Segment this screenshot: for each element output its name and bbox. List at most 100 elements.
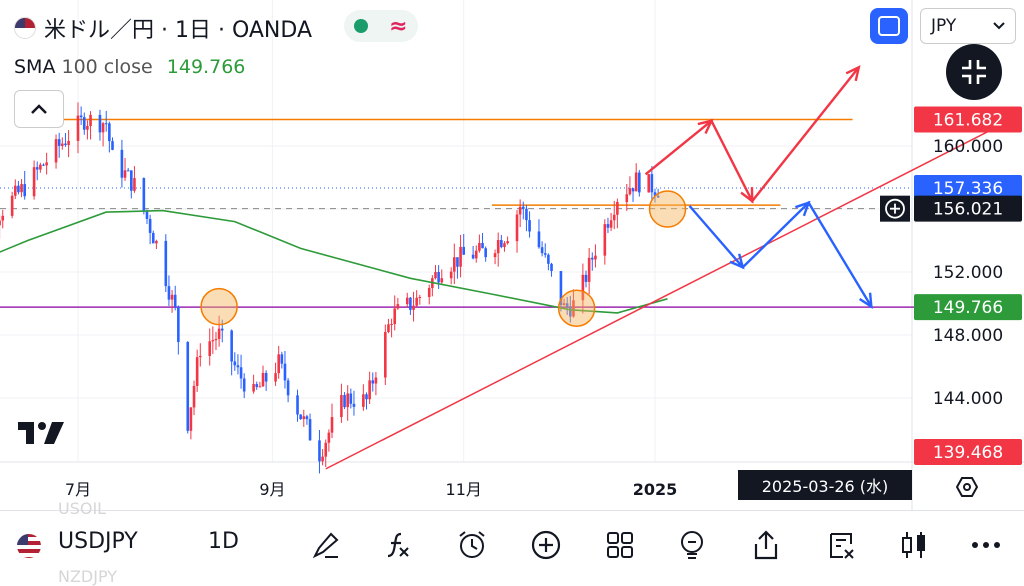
candle-body	[67, 140, 70, 145]
axis-price-badge	[914, 439, 1022, 465]
candle-body	[286, 380, 290, 396]
candle-body	[230, 330, 233, 362]
crosshair-add-plus	[890, 203, 900, 214]
market-status[interactable]: ≈	[344, 10, 418, 42]
layout-button[interactable]	[600, 525, 640, 565]
exit-fullscreen-button[interactable]	[946, 44, 1002, 100]
candle-body	[32, 167, 36, 197]
frame-icon	[878, 16, 900, 36]
candle-body	[412, 305, 415, 310]
candle-body	[186, 342, 190, 431]
candle-body	[17, 185, 20, 193]
candle-body	[496, 240, 500, 254]
grid-icon	[607, 532, 633, 558]
candle-body	[252, 384, 255, 392]
chevron-up-icon	[31, 104, 47, 114]
candle-body	[590, 257, 594, 260]
indicators-button[interactable]	[378, 525, 418, 565]
candle-body	[258, 386, 262, 388]
axis-price-badge	[914, 294, 1022, 321]
currency-value: JPY	[931, 16, 957, 36]
candle-body	[308, 419, 312, 441]
alert-button[interactable]	[452, 525, 492, 565]
candle-body	[1, 215, 5, 221]
candle-body	[264, 372, 268, 382]
candle-body	[606, 224, 610, 228]
candle-body	[173, 294, 177, 307]
scenario-down-arrow-head	[795, 200, 811, 217]
axis-price-label: 161.682	[933, 111, 1003, 131]
add-button[interactable]	[526, 525, 566, 565]
scenario-up-arrow-head	[845, 65, 861, 82]
interval-button[interactable]: 1D	[208, 529, 239, 554]
candle-body	[324, 442, 328, 457]
candle-body	[217, 328, 221, 339]
candle-body	[396, 304, 400, 309]
axis-price-label: 156.021	[933, 200, 1003, 220]
ideas-button[interactable]	[672, 525, 712, 565]
candle-body	[547, 254, 550, 264]
candle-body	[151, 232, 155, 244]
candle-body	[518, 206, 522, 215]
candle-body	[393, 308, 397, 325]
ghost-symbol-below: NZDJPY	[58, 567, 118, 586]
price-tick-label: 144.000	[933, 389, 1003, 409]
candle-body	[515, 214, 519, 242]
chart-settings-icon[interactable]	[955, 476, 979, 503]
us-flag-icon	[14, 17, 36, 39]
candle-body	[133, 178, 136, 191]
time-tick-label: 7月	[65, 480, 91, 499]
symbol-button[interactable]: USDJPY	[58, 529, 138, 554]
more-button[interactable]	[966, 525, 1006, 565]
draw-button[interactable]	[306, 525, 346, 565]
candle-body	[145, 210, 149, 219]
candle-body	[415, 297, 418, 306]
ghost-symbol-above: USOIL	[58, 499, 107, 518]
currency-select[interactable]: JPY	[920, 8, 1016, 44]
candle-body	[64, 143, 67, 145]
candles-icon	[902, 532, 925, 558]
candle-body	[189, 407, 193, 431]
candle-body	[474, 250, 478, 259]
candle-body	[459, 246, 462, 267]
share-button[interactable]	[746, 525, 786, 565]
candle-body	[123, 170, 127, 178]
scale-mode-button[interactable]	[870, 8, 908, 44]
scenario-down-arrow-head	[729, 253, 745, 270]
chart-legend-title: 米ドル／円 · 1日 · OANDA	[14, 12, 312, 44]
watchlist-button[interactable]	[822, 525, 862, 565]
price-tick-label: 160.000	[933, 137, 1003, 157]
candle-body	[631, 188, 635, 192]
candle-body	[437, 271, 440, 283]
candle-body	[572, 300, 575, 317]
scenario-down-arrow-path	[688, 200, 873, 308]
collapse-legend-button[interactable]	[14, 90, 64, 128]
cursor-date-label: 2025-03-26 (水)	[738, 470, 912, 500]
price-tick-label: 152.000	[933, 263, 1003, 283]
candle-body	[540, 247, 544, 254]
candle-body	[503, 243, 506, 248]
candle-body	[362, 394, 365, 407]
candle-body	[405, 297, 409, 305]
candle-body	[20, 184, 23, 193]
candle-body	[628, 188, 632, 195]
candle-body	[638, 172, 641, 193]
chart-type-button[interactable]	[894, 525, 934, 565]
candle-body	[650, 174, 654, 193]
candle-body	[384, 332, 387, 378]
candle-body	[625, 194, 629, 202]
candle-body	[242, 378, 246, 392]
sma-legend[interactable]: SMA 100 close 149.766	[14, 56, 245, 78]
candle-body	[261, 372, 265, 387]
scenario-up-arrow-head	[697, 119, 714, 134]
sma-label: SMA	[14, 56, 56, 78]
alarm-icon	[459, 531, 485, 558]
candle-body	[233, 361, 237, 366]
tradingview-logo	[18, 418, 66, 454]
symbol-flag-icon	[17, 534, 41, 558]
candle-body	[346, 393, 349, 408]
sma-value: 149.766	[166, 56, 246, 78]
candle-body	[616, 201, 619, 215]
candle-body	[195, 357, 199, 386]
